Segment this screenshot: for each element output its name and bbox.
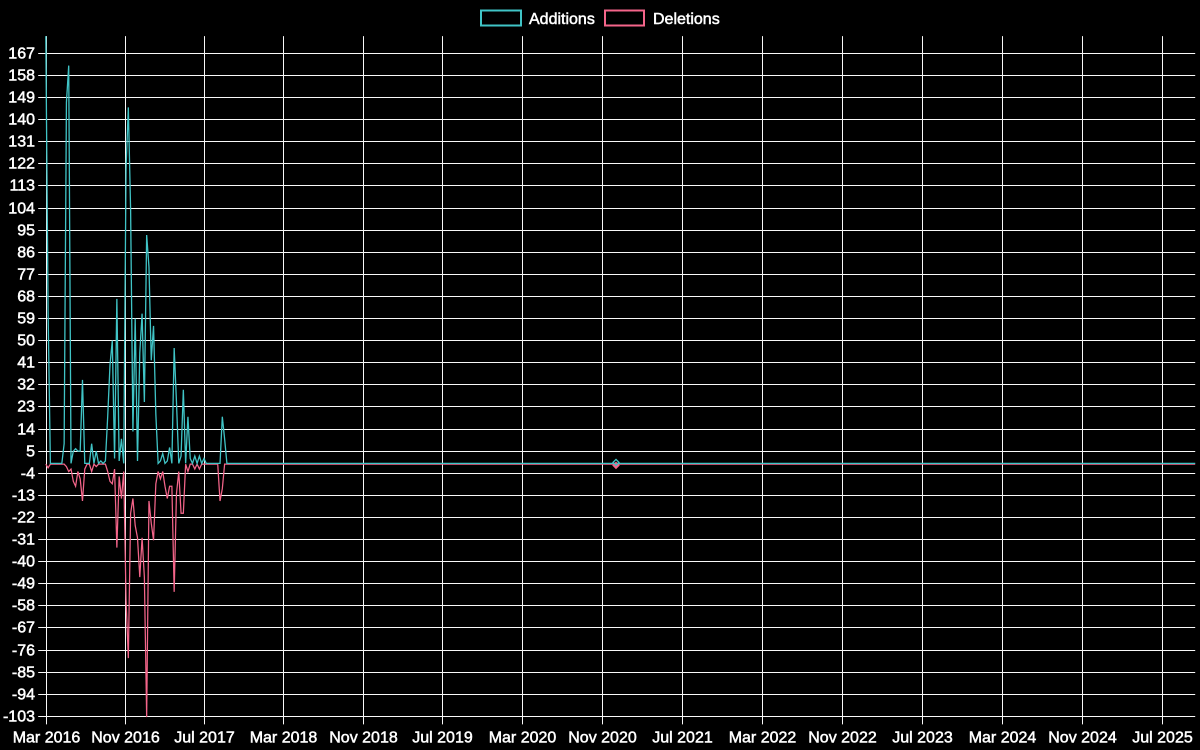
svg-text:140: 140 — [8, 112, 35, 129]
svg-text:86: 86 — [17, 245, 35, 262]
svg-text:-13: -13 — [12, 488, 35, 505]
svg-text:167: 167 — [8, 46, 35, 63]
svg-text:Mar 2018: Mar 2018 — [250, 730, 318, 747]
svg-text:-94: -94 — [12, 687, 35, 704]
svg-text:50: 50 — [17, 333, 35, 350]
svg-text:95: 95 — [17, 223, 35, 240]
svg-text:Mar 2020: Mar 2020 — [489, 730, 557, 747]
svg-text:Additions: Additions — [529, 11, 595, 28]
svg-text:23: 23 — [17, 399, 35, 416]
svg-text:32: 32 — [17, 377, 35, 394]
svg-text:Nov 2018: Nov 2018 — [329, 730, 398, 747]
svg-text:149: 149 — [8, 90, 35, 107]
svg-text:68: 68 — [17, 289, 35, 306]
svg-text:14: 14 — [17, 422, 35, 439]
svg-text:-49: -49 — [12, 576, 35, 593]
svg-text:104: 104 — [8, 201, 35, 218]
svg-text:Deletions: Deletions — [653, 11, 720, 28]
svg-text:Nov 2024: Nov 2024 — [1048, 730, 1117, 747]
svg-text:-85: -85 — [12, 665, 35, 682]
svg-text:122: 122 — [8, 156, 35, 173]
svg-text:-67: -67 — [12, 620, 35, 637]
svg-text:Mar 2024: Mar 2024 — [969, 730, 1037, 747]
svg-text:41: 41 — [17, 355, 35, 372]
svg-text:-22: -22 — [12, 510, 35, 527]
svg-text:Nov 2016: Nov 2016 — [91, 730, 160, 747]
svg-text:158: 158 — [8, 68, 35, 85]
svg-text:-58: -58 — [12, 598, 35, 615]
svg-text:113: 113 — [9, 178, 35, 195]
svg-text:Jul 2025: Jul 2025 — [1132, 730, 1193, 747]
svg-text:77: 77 — [17, 267, 35, 284]
svg-text:Nov 2022: Nov 2022 — [808, 730, 877, 747]
svg-text:-103: -103 — [3, 709, 35, 726]
svg-text:Jul 2021: Jul 2021 — [652, 730, 713, 747]
svg-text:Mar 2022: Mar 2022 — [729, 730, 797, 747]
svg-text:Jul 2017: Jul 2017 — [174, 730, 235, 747]
svg-text:-31: -31 — [12, 532, 35, 549]
svg-text:59: 59 — [17, 311, 35, 328]
svg-text:-40: -40 — [12, 554, 35, 571]
svg-text:Nov 2020: Nov 2020 — [568, 730, 637, 747]
svg-text:-76: -76 — [12, 643, 35, 660]
svg-text:131: 131 — [8, 134, 35, 151]
svg-text:-4: -4 — [21, 466, 35, 483]
svg-text:Mar 2016: Mar 2016 — [13, 730, 81, 747]
svg-text:Jul 2019: Jul 2019 — [412, 730, 473, 747]
svg-text:Jul 2023: Jul 2023 — [892, 730, 953, 747]
svg-text:5: 5 — [26, 444, 35, 461]
